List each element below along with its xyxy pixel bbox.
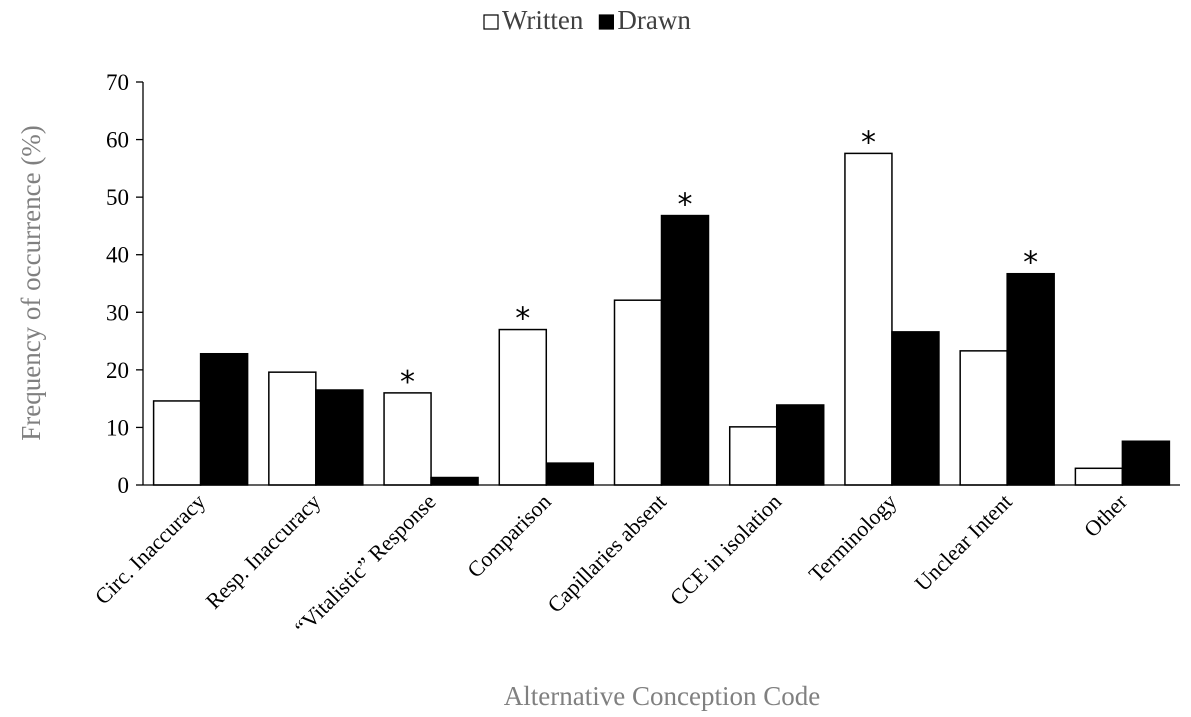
significance-star: * xyxy=(400,365,415,400)
legend-swatch-written xyxy=(483,14,499,30)
bar-drawn xyxy=(1121,440,1171,486)
y-tick-label: 10 xyxy=(106,415,129,440)
legend-label-written: Written xyxy=(502,5,584,35)
legend: Written Drawn xyxy=(483,5,691,35)
bar-written xyxy=(268,371,317,486)
bar-drawn xyxy=(545,462,595,486)
x-tick-label: CCE in isolation xyxy=(665,489,786,610)
x-tick-label: Unclear Intent xyxy=(910,489,1017,596)
bar-written xyxy=(959,350,1008,486)
bar-drawn xyxy=(1006,272,1055,486)
significance-star: * xyxy=(515,302,530,337)
y-tick-label: 30 xyxy=(106,300,129,325)
y-axis-title: Frequency of occurrence (%) xyxy=(16,125,46,441)
x-tick-label: Comparison xyxy=(462,489,556,583)
bar-drawn xyxy=(430,476,479,486)
bar-written xyxy=(1074,467,1124,486)
significance-star: * xyxy=(1023,246,1038,281)
significance-markers: * * * * * xyxy=(400,125,1038,399)
bar-written xyxy=(844,152,893,486)
bar-written xyxy=(613,299,663,486)
significance-star: * xyxy=(861,125,876,160)
y-tick-label: 60 xyxy=(106,128,129,153)
y-tick-label: 70 xyxy=(106,70,129,95)
bar-written xyxy=(383,392,432,486)
y-tick-label: 20 xyxy=(106,358,129,383)
legend-label-drawn: Drawn xyxy=(617,5,691,35)
bar-drawn xyxy=(199,352,249,486)
bar-written xyxy=(498,328,548,486)
bars xyxy=(152,152,1171,486)
legend-swatch-drawn xyxy=(598,14,614,30)
x-tick-label: Resp. Inaccuracy xyxy=(201,489,326,614)
x-axis-title: Alternative Conception Code xyxy=(504,681,820,711)
x-tick-label: Circ. Inaccuracy xyxy=(90,489,210,609)
y-tick-label: 0 xyxy=(118,473,130,498)
y-axis: 0 10 20 30 40 50 60 70 xyxy=(106,70,144,498)
significance-star: * xyxy=(678,188,693,223)
x-tick-label: Terminology xyxy=(804,489,902,587)
bar-drawn xyxy=(660,214,710,486)
x-tick-label: Capillaries absent xyxy=(542,489,671,618)
y-tick-label: 50 xyxy=(106,185,129,210)
bar-written xyxy=(152,400,202,486)
bar-drawn xyxy=(315,389,364,486)
bar-written xyxy=(728,426,778,486)
x-tick-label: Other xyxy=(1079,488,1133,542)
bar-drawn xyxy=(891,331,940,486)
y-tick-label: 40 xyxy=(106,243,129,268)
bar-drawn xyxy=(775,404,825,486)
